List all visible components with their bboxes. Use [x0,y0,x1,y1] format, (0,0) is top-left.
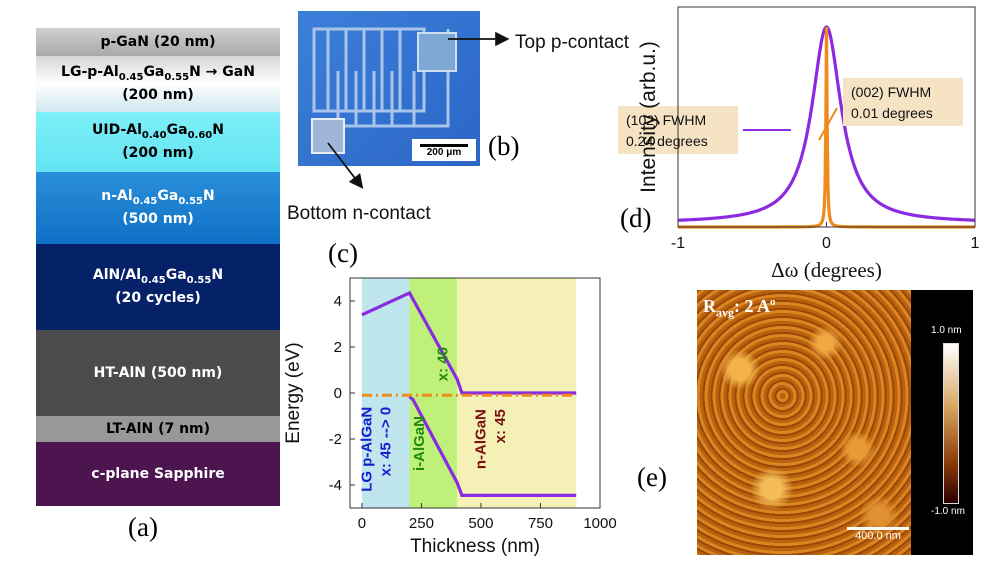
x-tick-label: 1000 [583,515,616,532]
x-tick-label: 500 [468,515,493,532]
bottom-pad [311,118,345,154]
x-tick-label: 750 [528,515,553,532]
afm-image: Ravg: 2 Ao 1.0 nm -1.0 nm 400.0 nm [697,290,973,555]
layer-superlattice: AlN/Al0.45Ga0.55N (20 cycles) [36,244,280,330]
layer-lt-aln: LT-AlN (7 nm) [36,416,280,442]
panel-label-d: (d) [620,203,652,233]
x-axis-label: Thickness (nm) [410,536,540,557]
callout-arrows [327,31,510,189]
afm-scale-bar: 400.0 nm [847,527,909,542]
x-tick-label: 1 [971,235,980,252]
layer-sapphire: c-plane Sapphire [36,442,280,506]
arrow-002 [818,107,838,141]
y-tick-label: -2 [329,431,342,448]
panel-label-e: (e) [637,462,667,492]
region-label-2-line-0: n-AlGaN [473,409,490,469]
band-diagram-chart: LG p-AlGaN x: 45 --> 0 i-AlGaN x: 40 n-AlGaN… [283,277,617,557]
panel-label-c: (c) [328,238,358,268]
colorbar-max-label: 1.0 nm [931,325,962,336]
bottom-contact-label: Bottom n-contact [287,203,431,224]
region-label-1-line-0: i-AlGaN [411,416,428,471]
panel-label-a: (a) [128,512,158,542]
region-label-2-line-1: x: 45 [492,409,509,443]
y-axis-label: Intensity (arb.u.) [637,41,660,193]
layer-n-algan: n-Al0.45Ga0.55N (500 nm) [36,172,280,244]
fwhm-annotation-box-1 [843,78,963,126]
x-tick-label: -1 [671,235,685,252]
layer-uid-algan: UID-Al0.40Ga0.60N (200 nm) [36,112,280,172]
region-band-0 [361,278,410,508]
region-band-1 [409,278,458,508]
colorbar-min-label: -1.0 nm [931,506,965,517]
fwhm-annotation-value-1: 0.01 degrees [851,105,933,121]
micrograph-scale-bar: 200 μm [412,139,476,161]
layer-ht-aln: HT-AlN (500 nm) [36,330,280,416]
series-line-ev [408,395,577,497]
bottom-contact-arrow [327,142,364,189]
series-line-ec [361,290,577,395]
contact-pattern [311,27,457,154]
fwhm-annotation-title-1: (002) FWHM [851,84,931,100]
x-axis-label: Δω (degrees) [771,258,882,282]
fwhm-annotation-value-0: 0.24 degrees [626,133,708,149]
panel-label-b: (b) [488,131,520,161]
afm-topography [697,290,911,555]
y-axis-label: Energy (eV) [283,342,304,443]
afm-colorbar [943,343,959,504]
xrd-rocking-curve-chart: (102) FWHM 0.24 degrees (002) FWHM 0.01 deg… [618,6,980,282]
y-tick-label: -4 [329,477,342,494]
x-tick-label: 0 [358,515,366,532]
x-tick-label: 0 [822,235,831,252]
y-tick-label: 4 [334,293,342,310]
afm-roughness-label: Ravg: 2 Ao [703,296,776,320]
y-tick-label: 2 [334,339,342,356]
layer-lg-p-algan: LG-p-Al0.45Ga0.55N → GaN (200 nm) [36,56,280,112]
region-label-0-line-1: x: 45 --> 0 [377,407,394,477]
fwhm-annotation-title-0: (102) FWHM [626,112,706,128]
x-tick-label: 250 [409,515,434,532]
device-micrograph: 200 μm [298,11,480,166]
top-contact-label: Top p-contact [515,32,630,53]
region-label-0-line-0: LG p-AlGaN [358,407,375,492]
region-label-1-line-1: x: 40 [435,347,452,381]
y-tick-label: 0 [334,385,342,402]
layer-p-gan: p-GaN (20 nm) [36,28,280,56]
